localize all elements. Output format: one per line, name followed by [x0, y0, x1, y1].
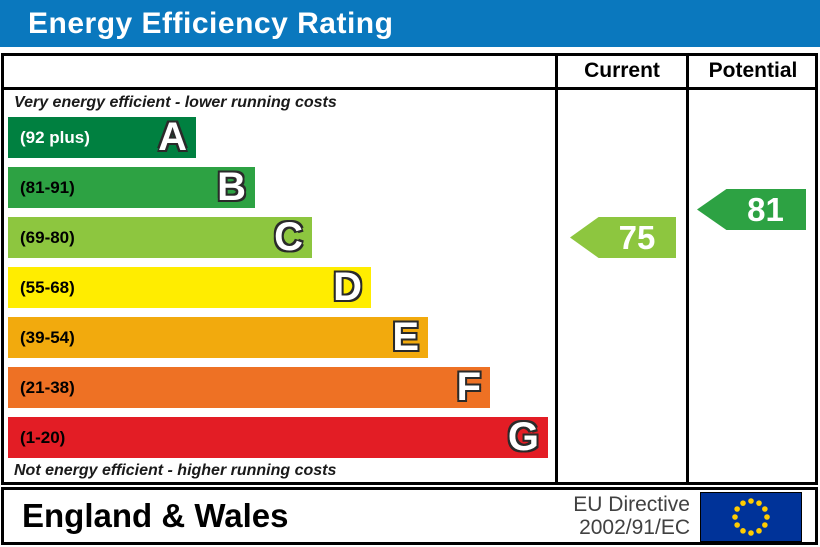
band-g-range: (1-20): [20, 428, 66, 447]
band-c-bar: (69-80) C: [8, 215, 312, 259]
band-e-bar: (39-54) E: [8, 315, 428, 359]
band-g-letter: G: [507, 415, 541, 459]
footer-frame: [1, 487, 818, 545]
column-header-current: Current: [584, 59, 660, 82]
band-f-letter: F: [455, 365, 482, 409]
potential-rating-value: 81: [747, 191, 784, 228]
band-f-bar: (21-38) F: [8, 365, 490, 409]
band-c-range: (69-80): [20, 228, 75, 247]
band-e-range: (39-54): [20, 328, 75, 347]
column-header-potential: Potential: [708, 59, 798, 82]
header-row-divider: [1, 87, 818, 90]
page-title: Energy Efficiency Rating: [28, 7, 394, 40]
band-b-range: (81-91): [20, 178, 75, 197]
header-bar: Energy Efficiency Rating: [0, 0, 820, 47]
band-a-range: (92 plus): [20, 128, 90, 147]
band-e-letter: E: [391, 315, 420, 359]
band-a-letter: A: [157, 115, 188, 159]
eu-directive-line1: EU Directive: [573, 493, 690, 516]
eu-directive-line2: 2002/91/EC: [579, 516, 690, 539]
band-b-letter: B: [216, 165, 247, 209]
column-divider-potential: [686, 53, 689, 485]
eu-flag-icon: [700, 492, 802, 542]
band-d-range: (55-68): [20, 278, 75, 297]
band-g-bar: (1-20) G: [8, 415, 548, 459]
band-a-bar: (92 plus) A: [8, 115, 196, 159]
eu-directive-label: EU Directive 2002/91/EC: [490, 493, 690, 539]
band-b-bar: (81-91) B: [8, 165, 255, 209]
band-f-range: (21-38): [20, 378, 75, 397]
region-label: England & Wales: [22, 497, 289, 534]
band-d-bar: (55-68) D: [8, 265, 371, 309]
column-divider-current: [555, 53, 558, 485]
caption-not-efficient: Not energy efficient - higher running co…: [14, 462, 337, 479]
caption-efficient: Very energy efficient - lower running co…: [14, 94, 337, 111]
current-rating-value: 75: [618, 219, 656, 256]
band-c-letter: C: [273, 215, 304, 259]
band-d-letter: D: [332, 265, 363, 309]
